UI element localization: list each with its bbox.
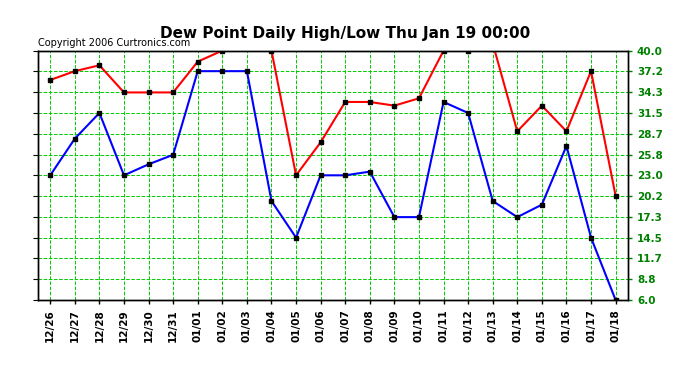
Text: Copyright 2006 Curtronics.com: Copyright 2006 Curtronics.com <box>38 38 190 48</box>
Text: Dew Point Daily High/Low Thu Jan 19 00:00: Dew Point Daily High/Low Thu Jan 19 00:0… <box>160 26 530 41</box>
